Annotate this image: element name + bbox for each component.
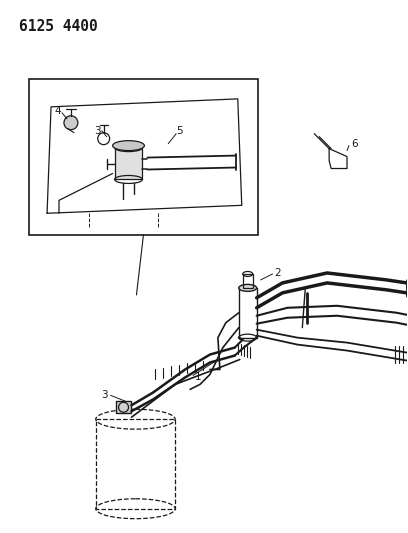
Text: 1: 1 [195, 373, 202, 382]
Bar [115, 401, 131, 413]
Bar [29, 79, 257, 235]
Bar [115, 148, 142, 180]
Text: 6: 6 [351, 139, 358, 149]
Ellipse shape [113, 141, 144, 151]
Text: 4: 4 [54, 106, 61, 116]
Ellipse shape [115, 144, 142, 151]
Bar [243, 274, 253, 288]
Ellipse shape [239, 285, 257, 292]
Text: 2: 2 [275, 268, 281, 278]
Text: 3: 3 [101, 390, 107, 400]
Text: 6125 4400: 6125 4400 [19, 19, 98, 34]
Text: 5: 5 [176, 126, 183, 136]
Bar [96, 419, 175, 508]
Text: 3: 3 [94, 126, 100, 136]
Bar [239, 288, 257, 337]
Circle shape [64, 116, 78, 130]
